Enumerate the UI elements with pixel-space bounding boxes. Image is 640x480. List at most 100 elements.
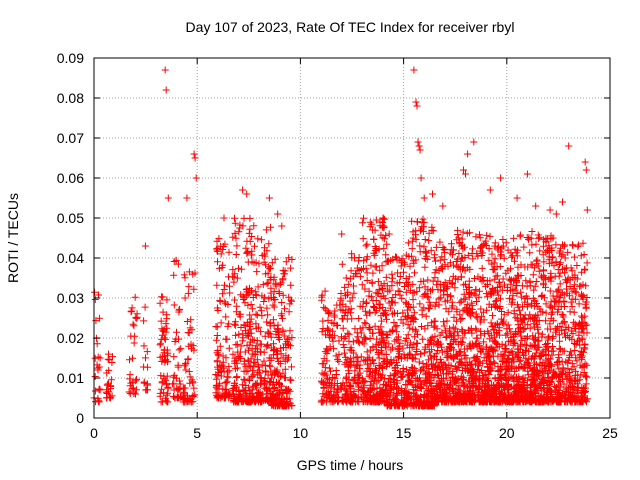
data-point <box>363 311 371 319</box>
data-point <box>256 374 264 382</box>
data-point <box>424 276 432 284</box>
data-point <box>252 288 260 296</box>
data-point <box>232 341 240 349</box>
data-point <box>268 259 276 267</box>
data-point <box>347 344 355 352</box>
chart-title: Day 107 of 2023, Rate Of TEC Index for r… <box>186 19 515 35</box>
data-point <box>331 381 338 389</box>
data-point <box>425 298 433 306</box>
data-point <box>381 235 389 243</box>
data-point <box>329 337 337 345</box>
data-point <box>274 371 282 379</box>
data-point <box>95 291 102 299</box>
data-point <box>158 293 166 301</box>
data-point <box>342 292 349 300</box>
data-point <box>127 332 135 340</box>
data-point <box>270 294 277 301</box>
data-point <box>422 312 430 320</box>
data-point <box>324 316 332 324</box>
data-point <box>346 297 354 305</box>
data-point <box>390 319 398 326</box>
data-point <box>240 321 248 329</box>
data-point <box>161 394 169 402</box>
data-point <box>362 357 370 365</box>
data-point <box>352 353 360 361</box>
data-point <box>128 304 136 312</box>
data-point <box>406 262 414 270</box>
data-point <box>163 391 171 399</box>
data-point <box>435 372 442 380</box>
data-point <box>377 312 385 320</box>
data-point <box>175 346 183 354</box>
data-point <box>363 253 371 261</box>
data-point <box>361 319 369 327</box>
data-point <box>93 340 101 348</box>
data-point <box>250 362 258 370</box>
data-point <box>427 246 435 254</box>
data-point <box>140 342 148 350</box>
data-point <box>263 304 271 312</box>
data-point <box>375 370 382 378</box>
data-point <box>144 386 151 394</box>
data-point <box>359 219 367 227</box>
data-point <box>181 294 189 302</box>
data-point <box>359 298 367 306</box>
data-point <box>424 322 432 330</box>
data-point <box>416 374 423 382</box>
data-point <box>332 371 340 378</box>
data-point <box>406 350 413 358</box>
data-point <box>341 333 349 341</box>
data-point <box>180 391 188 399</box>
data-point <box>265 329 273 337</box>
data-point <box>369 297 377 305</box>
data-point <box>161 335 169 343</box>
data-point <box>393 336 401 344</box>
data-point <box>163 351 171 359</box>
data-point <box>403 300 411 308</box>
data-point <box>419 215 427 223</box>
data-point <box>350 349 357 357</box>
data-point <box>384 331 392 339</box>
data-point <box>231 219 239 227</box>
data-point <box>393 328 401 336</box>
data-point <box>430 323 438 331</box>
data-point <box>385 396 393 404</box>
data-point <box>318 377 326 385</box>
data-point <box>379 234 387 242</box>
data-point <box>225 248 233 256</box>
data-point <box>411 401 419 409</box>
data-point <box>376 398 384 406</box>
data-point <box>274 387 282 394</box>
data-point <box>428 382 436 390</box>
data-point <box>401 312 409 320</box>
data-point <box>239 386 247 394</box>
x-tick-label: 5 <box>193 425 201 441</box>
data-point <box>157 398 165 406</box>
data-point <box>342 390 350 398</box>
data-point <box>284 336 292 344</box>
data-point <box>342 359 350 367</box>
data-point <box>391 397 398 405</box>
data-point <box>216 296 224 304</box>
data-point <box>140 378 148 386</box>
data-point <box>388 299 396 307</box>
data-point <box>246 237 254 245</box>
data-point <box>380 215 388 223</box>
data-point <box>245 384 253 392</box>
data-point <box>380 244 388 252</box>
data-point <box>424 294 432 302</box>
data-point <box>393 362 401 369</box>
data-point <box>368 279 376 287</box>
data-point <box>272 378 280 386</box>
data-point <box>246 318 254 326</box>
data-point <box>386 402 394 410</box>
data-point <box>420 349 428 357</box>
data-point <box>285 386 292 393</box>
data-point <box>140 317 148 325</box>
data-point <box>176 380 184 388</box>
data-point <box>365 372 373 380</box>
data-point <box>413 218 421 226</box>
data-point <box>239 337 247 345</box>
data-point <box>360 257 368 265</box>
data-point <box>238 265 246 273</box>
